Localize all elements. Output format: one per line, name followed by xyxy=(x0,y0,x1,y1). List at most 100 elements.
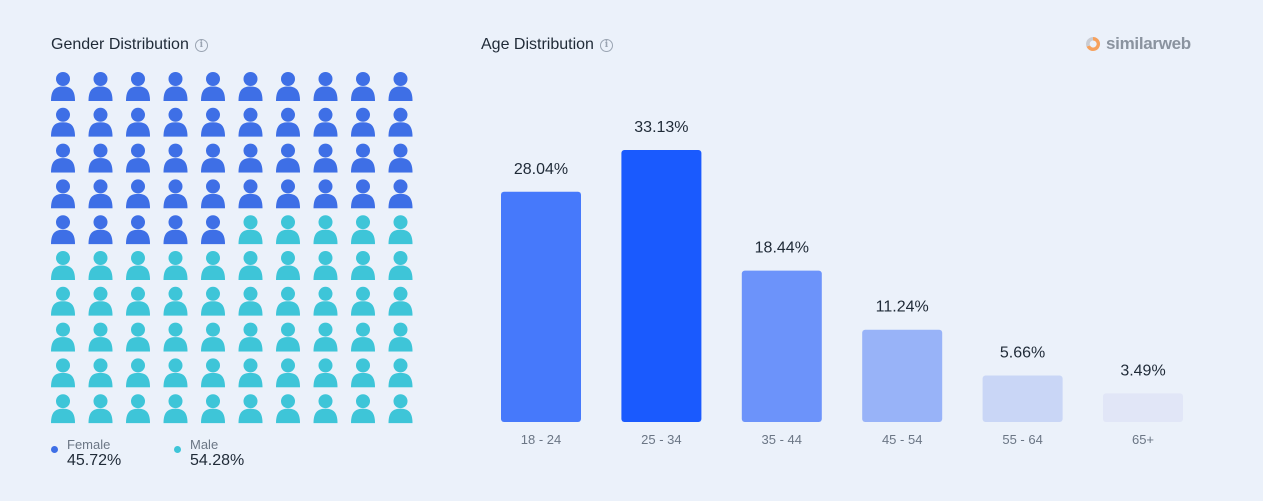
person-icon xyxy=(238,394,263,424)
x-tick-label: 18 - 24 xyxy=(521,432,561,447)
bar-value-label: 11.24% xyxy=(876,299,929,316)
person-icon xyxy=(388,286,413,316)
age-title-text: Age Distribution xyxy=(481,36,594,53)
person-icon xyxy=(313,322,338,352)
similarweb-logo: similarweb xyxy=(1085,34,1191,54)
male-label: Male xyxy=(190,437,219,452)
age-distribution-chart: 28.04% 18 - 24 33.13% 25 - 34 18.44% 35 - 44 1… xyxy=(501,119,1183,447)
person-icon xyxy=(313,394,338,424)
person-icon xyxy=(238,72,263,101)
person-icon xyxy=(201,107,225,137)
bar-value-label: 5.66% xyxy=(1000,345,1045,362)
person-icon xyxy=(388,215,413,245)
person-icon xyxy=(51,143,75,173)
info-icon[interactable]: i xyxy=(599,38,613,52)
person-icon xyxy=(313,215,338,245)
person-icon xyxy=(313,72,338,101)
person-icon xyxy=(88,72,113,101)
female-dot xyxy=(51,446,58,453)
person-icon xyxy=(163,107,188,137)
bar-value-label: 3.49% xyxy=(1120,362,1165,379)
bar-0[interactable] xyxy=(501,191,581,422)
person-icon xyxy=(276,107,300,137)
age-distribution-title: Age Distribution i xyxy=(481,36,613,54)
person-icon xyxy=(238,251,263,280)
person-icon xyxy=(388,322,413,352)
person-icon xyxy=(88,286,113,316)
person-icon xyxy=(201,322,225,352)
person-icon xyxy=(238,322,263,352)
person-icon xyxy=(351,251,375,280)
person-icon xyxy=(163,251,188,280)
x-tick-label: 55 - 64 xyxy=(1002,432,1042,447)
person-icon xyxy=(238,358,263,388)
person-icon xyxy=(276,322,300,352)
person-icon xyxy=(276,358,300,388)
male-value: 54.28% xyxy=(190,452,245,469)
person-icon xyxy=(88,251,113,280)
bar-5[interactable] xyxy=(1103,393,1183,422)
person-icon xyxy=(388,143,413,173)
person-icon xyxy=(201,251,225,280)
person-icon xyxy=(201,143,225,173)
bar-3[interactable] xyxy=(862,329,943,422)
person-icon xyxy=(51,251,75,280)
person-icon xyxy=(88,322,113,352)
person-icon xyxy=(388,72,413,101)
person-icon xyxy=(51,179,75,209)
bar-4[interactable] xyxy=(982,375,1063,422)
female-label: Female xyxy=(67,437,111,452)
person-icon xyxy=(51,286,75,316)
person-icon xyxy=(351,286,375,316)
person-icon xyxy=(238,143,263,173)
person-icon xyxy=(388,107,413,137)
gender-icon-array xyxy=(51,72,413,424)
person-icon xyxy=(51,322,75,352)
person-icon xyxy=(201,286,225,316)
person-icon xyxy=(163,358,188,388)
person-icon xyxy=(351,215,375,245)
person-icon xyxy=(126,394,150,424)
person-icon xyxy=(201,72,225,101)
person-icon xyxy=(351,179,375,209)
person-icon xyxy=(313,143,338,173)
person-icon xyxy=(51,215,75,245)
bar-1[interactable] xyxy=(621,150,702,422)
person-icon xyxy=(88,179,113,209)
person-icon xyxy=(126,215,150,245)
person-icon xyxy=(313,251,338,280)
person-icon xyxy=(163,394,188,424)
person-icon xyxy=(351,322,375,352)
person-icon xyxy=(163,286,188,316)
person-icon xyxy=(351,394,375,424)
person-icon xyxy=(276,72,300,101)
person-icon xyxy=(351,358,375,388)
person-icon xyxy=(88,394,113,424)
person-icon xyxy=(163,215,188,245)
person-icon xyxy=(163,143,188,173)
person-icon xyxy=(313,358,338,388)
similarweb-logo-icon xyxy=(1086,36,1101,51)
person-icon xyxy=(238,107,263,137)
info-icon[interactable]: i xyxy=(194,38,208,52)
person-icon xyxy=(276,179,300,209)
person-icon xyxy=(88,143,113,173)
bar-value-label: 33.13% xyxy=(634,119,688,136)
person-icon xyxy=(51,107,75,137)
bar-2[interactable] xyxy=(741,270,822,422)
person-icon xyxy=(388,394,413,424)
brand-name: similarweb xyxy=(1106,34,1191,53)
person-icon xyxy=(201,358,225,388)
person-icon xyxy=(276,215,300,245)
person-icon xyxy=(126,251,150,280)
person-icon xyxy=(313,286,338,316)
person-icon xyxy=(238,215,263,245)
person-icon xyxy=(126,322,150,352)
bar-value-label: 28.04% xyxy=(514,161,568,178)
gender-distribution-title: Gender Distribution i xyxy=(51,36,208,54)
person-icon xyxy=(276,286,300,316)
person-icon xyxy=(201,215,225,245)
person-icon xyxy=(51,358,75,388)
person-icon xyxy=(163,179,188,209)
person-icon xyxy=(126,143,150,173)
